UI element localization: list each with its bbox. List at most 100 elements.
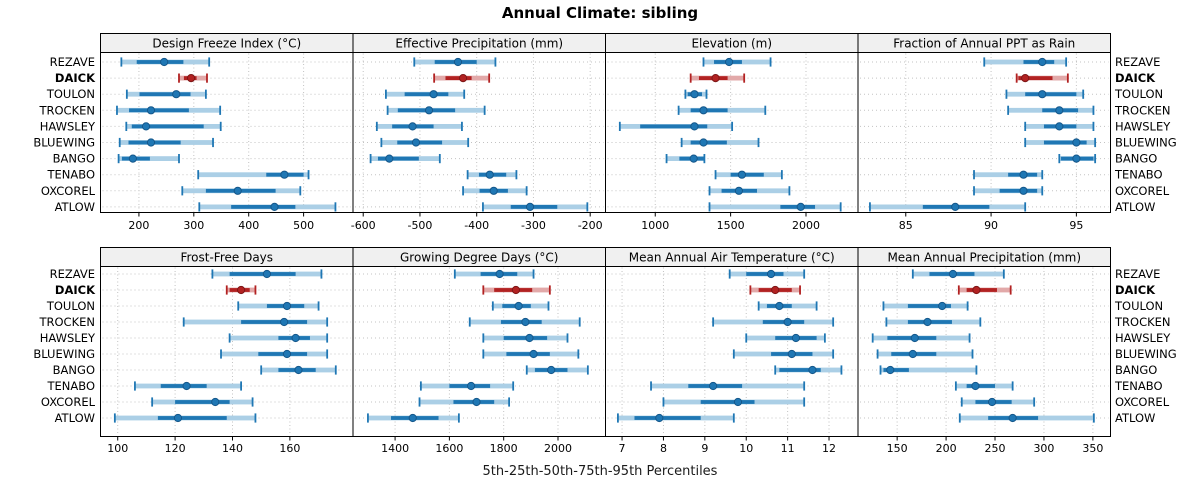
station-row-hawsley (607, 121, 856, 131)
median-dot (128, 154, 137, 163)
p95-cap (251, 397, 254, 407)
p5-cap (182, 317, 185, 327)
axis-tick-label: 200 (936, 442, 957, 455)
station-row-atlow (102, 413, 351, 423)
axis-tick-label: 9 (701, 442, 708, 455)
p25-p75-bar (779, 368, 821, 372)
median-dot (282, 349, 292, 359)
axis-tick-label: 1400 (381, 442, 409, 455)
row-labels-bottom: REZAVE REZAVE DAICK DAICK TOULON TOULON TROCKE… (33, 267, 1176, 425)
station-row-trocken (607, 105, 856, 115)
p5-cap (462, 186, 464, 196)
axis-tick-label: -200 (578, 219, 603, 232)
p95-cap (968, 333, 971, 343)
median-dot (972, 285, 981, 295)
station-label-right-trocken: TROCKEN (1114, 315, 1171, 329)
panel-design-freeze-index: 200 300 400 500 Design Freeze Index (°C) (100, 33, 354, 232)
p95-cap (743, 73, 746, 83)
panel-frost-free-days: 100 120 140 160 Frost-Free Days (100, 247, 354, 455)
panel-mean-annual-precipitation: 150 200 250 300 350 Mean Annual Precipitation… (857, 247, 1111, 455)
p25-p75-bar (139, 92, 191, 97)
station-row-atlow (860, 413, 1109, 423)
axis-tick-label: -300 (521, 219, 546, 232)
p5-cap (181, 186, 184, 196)
axis-tick-label: 300 (1033, 442, 1054, 455)
p5-cap (453, 269, 456, 279)
axis-tick-label: 500 (293, 219, 314, 232)
p5-cap (1024, 121, 1027, 131)
median-dot (270, 202, 279, 211)
station-label-left-bango: BANGO (53, 152, 95, 166)
median-dot (429, 90, 438, 99)
station-row-trocken (355, 317, 604, 327)
station-row-rezave (355, 57, 604, 67)
p95-cap (320, 269, 323, 279)
p25-p75-bar (445, 76, 472, 80)
station-label-left-toulon: TOULON (46, 87, 95, 101)
station-row-trocken (860, 105, 1109, 115)
median-dot (1072, 154, 1081, 163)
station-label-left-atlow: ATLOW (55, 411, 95, 425)
percentiles-caption: 5th-25th-50th-75th-95th Percentiles (482, 464, 718, 479)
p5-cap (1058, 154, 1061, 164)
station-row-rezave (607, 269, 856, 279)
station-label-left-atlow: ATLOW (55, 200, 95, 214)
p5-cap (954, 381, 957, 391)
median-dot (408, 122, 417, 131)
station-row-hawsley (607, 333, 856, 343)
station-row-toulon (355, 89, 604, 99)
axis-tick-label: 160 (279, 442, 300, 455)
p95-cap (703, 154, 706, 164)
p5-cap (369, 154, 372, 164)
station-row-bluewing (607, 137, 856, 148)
median-dot (787, 349, 796, 359)
p5-cap (468, 317, 471, 327)
station-row-oxcorel (355, 397, 604, 407)
p25-p75-bar (131, 124, 204, 129)
p25-p75-bar (883, 368, 909, 372)
station-row-rezave (607, 57, 856, 67)
p5-cap (728, 269, 731, 279)
median-dot (775, 301, 784, 311)
axis-tick-label: 95 (1069, 219, 1083, 232)
median-dot (886, 365, 895, 375)
p5-cap (113, 413, 116, 423)
station-row-toulon (102, 89, 351, 99)
station-row-atlow (355, 202, 604, 212)
p25-p75-bar (377, 156, 419, 161)
p95-cap (566, 333, 569, 343)
axis-tick-label: 140 (222, 442, 243, 455)
station-label-left-toulon: TOULON (46, 299, 95, 313)
station-row-oxcorel (860, 186, 1109, 196)
p25-p75-bar (175, 400, 230, 404)
axis-tick-label: 350 (1082, 442, 1103, 455)
p95-cap (769, 57, 772, 67)
station-row-daick (355, 73, 604, 83)
panel-plot-area (100, 266, 354, 437)
station-label-left-bango: BANGO (53, 363, 95, 377)
median-dot (186, 74, 196, 83)
panel-strip-title: Elevation (m) (691, 37, 772, 51)
p25-p75-bar (1018, 76, 1053, 80)
median-dot (783, 317, 792, 327)
median-dot (173, 413, 183, 423)
axis-tick-label: 12 (822, 442, 836, 455)
axis-tick-label: 100 (107, 442, 128, 455)
median-dot (1021, 74, 1030, 83)
station-row-bluewing (355, 137, 604, 148)
p95-cap (508, 397, 511, 407)
median-dot (1019, 170, 1028, 179)
p95-cap (764, 105, 767, 115)
station-label-left-bluewing: BLUEWING (33, 136, 95, 150)
p95-cap (208, 57, 211, 67)
station-row-toulon (860, 301, 1109, 311)
median-dot (971, 381, 980, 391)
p5-cap (689, 73, 692, 83)
median-dot (734, 186, 744, 195)
station-label-left-trocken: TROCKEN (38, 315, 95, 329)
station-row-rezave (860, 57, 1109, 67)
station-row-bluewing (860, 137, 1109, 148)
p25-p75-bar (966, 288, 997, 292)
station-row-bango (355, 154, 604, 164)
